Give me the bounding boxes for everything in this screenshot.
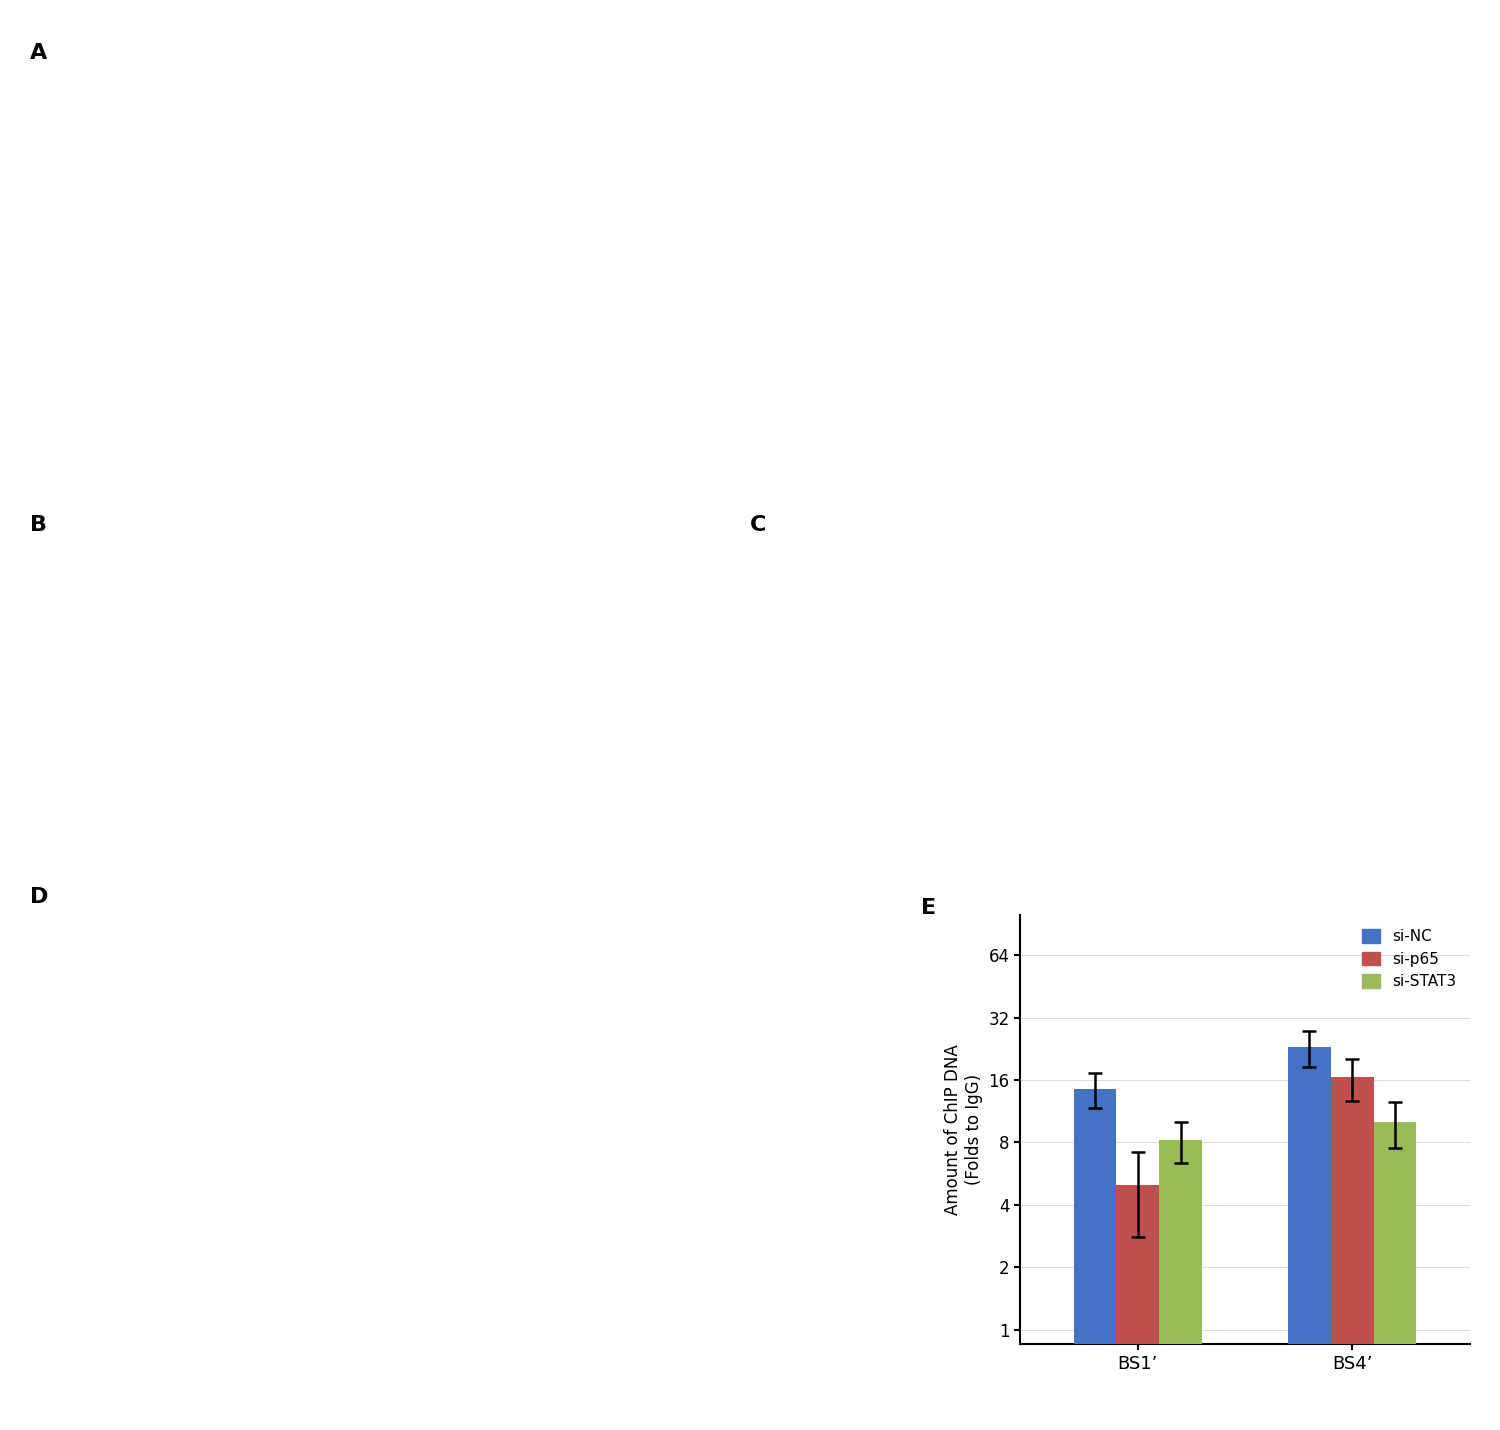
Text: B: B bbox=[30, 515, 46, 535]
Bar bbox=[1374, 1123, 1416, 1430]
Bar bbox=[1330, 1077, 1374, 1430]
Bar bbox=[1074, 1090, 1116, 1430]
Text: C: C bbox=[750, 515, 766, 535]
Bar bbox=[1116, 1185, 1160, 1430]
Text: A: A bbox=[30, 43, 48, 63]
Bar bbox=[1288, 1047, 1330, 1430]
Bar bbox=[1160, 1140, 1202, 1430]
Legend: si-NC, si-p65, si-STAT3: si-NC, si-p65, si-STAT3 bbox=[1356, 922, 1462, 995]
Text: E: E bbox=[921, 898, 936, 918]
Text: D: D bbox=[30, 887, 48, 907]
Y-axis label: Amount of ChIP DNA
(Folds to IgG): Amount of ChIP DNA (Folds to IgG) bbox=[944, 1044, 982, 1215]
